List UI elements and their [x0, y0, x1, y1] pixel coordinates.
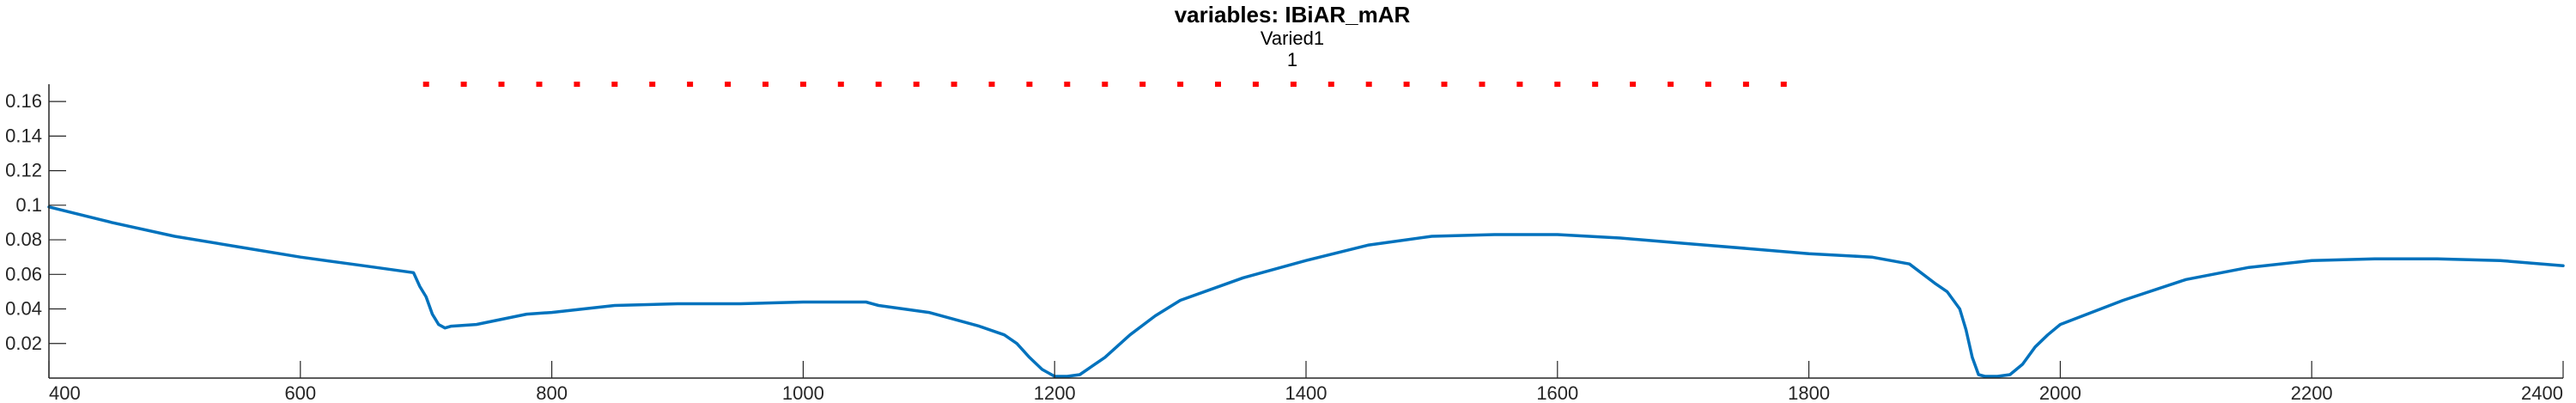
- series-marker: [611, 82, 618, 87]
- series-marker: [1215, 82, 1221, 87]
- chart-subtitle-2: 1: [1287, 49, 1297, 70]
- series-marker: [498, 82, 505, 87]
- series-marker: [422, 82, 429, 87]
- x-tick-label: 1400: [1285, 382, 1327, 403]
- series-marker: [1365, 82, 1372, 87]
- series-marker: [988, 82, 995, 87]
- series-marker: [1102, 82, 1109, 87]
- series-marker: [1064, 82, 1071, 87]
- x-tick-label: 2200: [2291, 382, 2333, 403]
- series-marker: [837, 82, 844, 87]
- series-marker: [875, 82, 882, 87]
- x-tick-label: 600: [284, 382, 316, 403]
- series-marker: [649, 82, 656, 87]
- chart-title: variables: IBiAR_mAR: [1175, 2, 1411, 27]
- series-marker: [762, 82, 769, 87]
- series-marker: [1479, 82, 1485, 87]
- axes: [48, 84, 2563, 379]
- series-marker: [725, 82, 732, 87]
- y-tick-label: 0.08: [5, 229, 42, 250]
- y-tick-label: 0.14: [5, 125, 42, 146]
- series-marker: [1742, 82, 1749, 87]
- y-tick-label: 0.06: [5, 263, 42, 284]
- x-axis-ticks: 400 600 800 1000 1200 1400 1600 1800 2000 2200 240…: [48, 361, 2564, 403]
- series-marker: [574, 82, 580, 87]
- x-tick-label: 2400: [2521, 382, 2563, 403]
- series-marker: [1592, 82, 1599, 87]
- series-marker: [1668, 82, 1674, 87]
- y-tick-label: 0.02: [5, 333, 42, 354]
- x-tick-label: 1600: [1536, 382, 1578, 403]
- series-marker: [799, 82, 806, 87]
- series-marker: [1327, 82, 1334, 87]
- x-tick-label: 400: [49, 382, 81, 403]
- series-marker: [536, 82, 543, 87]
- series-marker: [1554, 82, 1561, 87]
- series-marker: [1516, 82, 1523, 87]
- series-marker: [1290, 82, 1297, 87]
- x-tick-label: 1800: [1788, 382, 1830, 403]
- series-marker: [1705, 82, 1711, 87]
- x-tick-label: 800: [536, 382, 568, 403]
- series-marker: [1630, 82, 1637, 87]
- plot-area: [47, 82, 2565, 378]
- series-marker: [913, 82, 920, 87]
- x-tick-label: 1000: [782, 382, 824, 403]
- series-marker: [1403, 82, 1410, 87]
- y-tick-label: 0.16: [5, 90, 42, 112]
- series-line: [47, 205, 2565, 378]
- series-marker: [1139, 82, 1146, 87]
- y-axis-ticks: 0.02 0.04 0.06 0.08 0.1 0.12 0.14 0.16: [5, 90, 66, 354]
- y-tick-label: 0.1: [15, 194, 42, 216]
- x-tick-label: 2000: [2039, 382, 2081, 403]
- y-tick-label: 0.12: [5, 160, 42, 181]
- series-marker: [1252, 82, 1259, 87]
- series-marker: [1441, 82, 1448, 87]
- y-tick-label: 0.04: [5, 298, 42, 320]
- x-tick-label: 1200: [1034, 382, 1076, 403]
- series-marker: [1780, 82, 1787, 87]
- series-marker: [951, 82, 957, 87]
- chart-subtitle-1: Varied1: [1261, 27, 1324, 49]
- series-marker: [1177, 82, 1184, 87]
- series-marker: [687, 82, 694, 87]
- series-marker: [1026, 82, 1033, 87]
- series-marker: [460, 82, 467, 87]
